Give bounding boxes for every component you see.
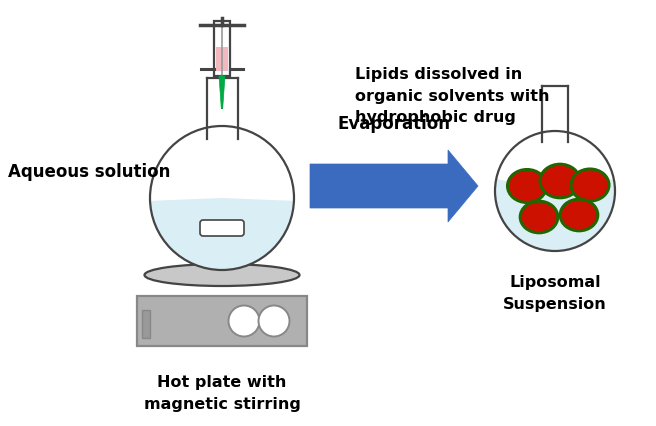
Ellipse shape xyxy=(520,202,558,233)
FancyBboxPatch shape xyxy=(137,296,307,346)
Ellipse shape xyxy=(571,170,609,201)
Polygon shape xyxy=(219,77,225,109)
Bar xyxy=(207,79,237,140)
Ellipse shape xyxy=(560,200,598,231)
Circle shape xyxy=(228,306,260,337)
Ellipse shape xyxy=(144,265,300,286)
Bar xyxy=(142,310,150,338)
Circle shape xyxy=(150,127,294,271)
Circle shape xyxy=(258,306,289,337)
FancyBboxPatch shape xyxy=(200,221,244,236)
Wedge shape xyxy=(495,180,615,251)
Text: Evaporation: Evaporation xyxy=(337,115,451,132)
Wedge shape xyxy=(150,199,294,271)
Bar xyxy=(542,87,568,142)
Circle shape xyxy=(495,132,615,251)
Text: Aqueous solution: Aqueous solution xyxy=(8,163,171,181)
Ellipse shape xyxy=(508,170,546,203)
Bar xyxy=(214,22,230,77)
Text: Liposomal
Suspension: Liposomal Suspension xyxy=(503,274,607,311)
Text: Hot plate with
magnetic stirring: Hot plate with magnetic stirring xyxy=(144,374,300,411)
Text: Lipids dissolved in
organic solvents with
hydrophobic drug: Lipids dissolved in organic solvents wit… xyxy=(355,67,550,125)
Bar xyxy=(216,48,228,71)
Polygon shape xyxy=(310,151,478,222)
Ellipse shape xyxy=(540,165,580,199)
